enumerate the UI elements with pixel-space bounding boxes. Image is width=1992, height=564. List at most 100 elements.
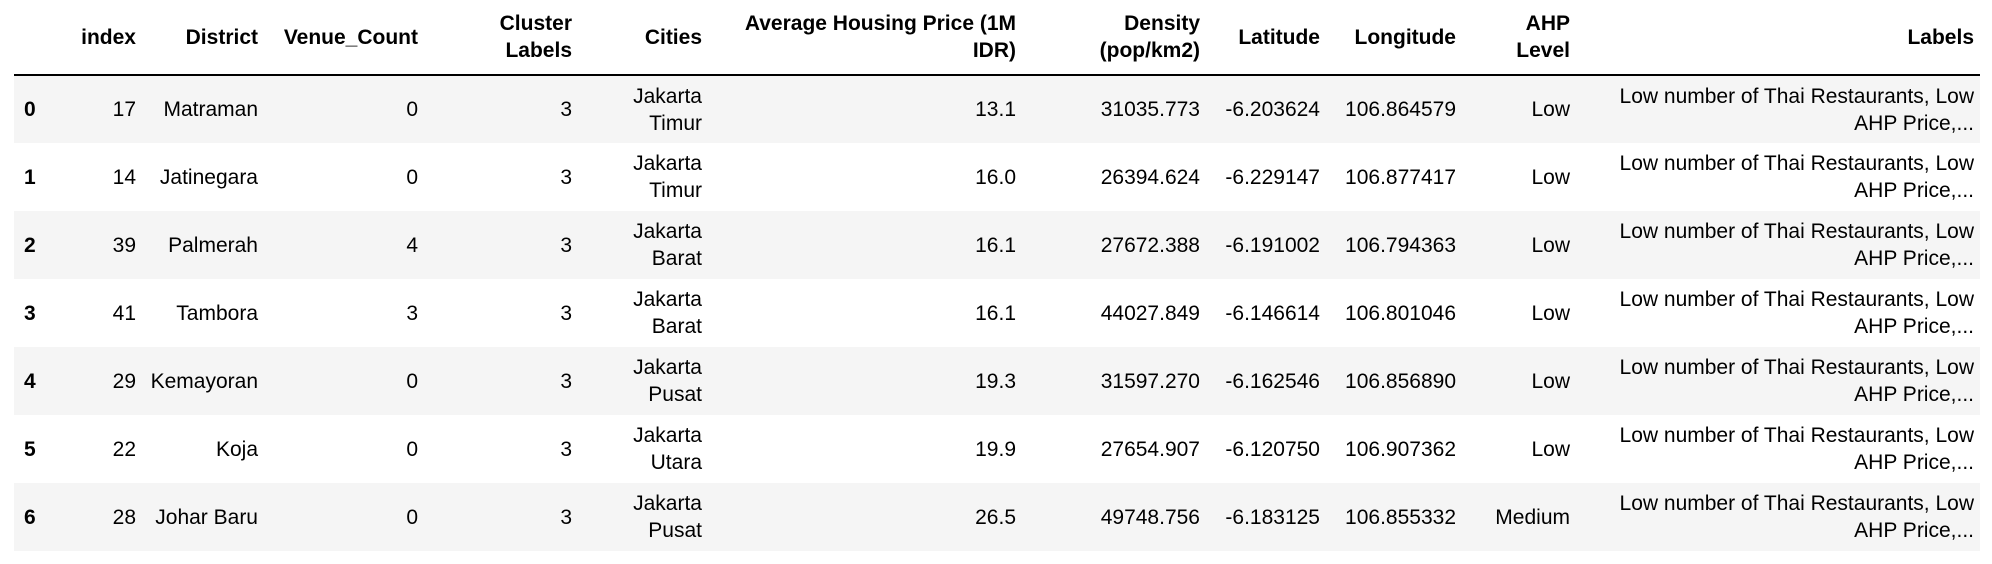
table-row: 5 22 Koja 0 3 Jakarta Utara 19.9 27654.9… bbox=[14, 415, 1980, 483]
cell-longitude: 106.801046 bbox=[1345, 301, 1456, 325]
cell-venue-count: 0 bbox=[406, 437, 418, 461]
cell-ahp-level: Low bbox=[1531, 369, 1570, 393]
cell-district: Tambora bbox=[176, 301, 258, 325]
cell-cluster-labels: 3 bbox=[560, 369, 572, 393]
cell-district: Johar Baru bbox=[155, 505, 258, 529]
cell-ahp-level: Low bbox=[1531, 165, 1570, 189]
cell-labels: Low number of Thai Restaurants, Low AHP … bbox=[1619, 356, 1974, 406]
row-index: 6 bbox=[24, 505, 36, 529]
cell-density: 27672.388 bbox=[1100, 233, 1200, 257]
cell-venue-count: 0 bbox=[406, 98, 418, 121]
cell-cluster-labels: 3 bbox=[560, 165, 572, 189]
cell-labels: Low number of Thai Restaurants, Low AHP … bbox=[1619, 220, 1974, 270]
cell-longitude: 106.856890 bbox=[1345, 369, 1456, 393]
cell-venue-count: 0 bbox=[406, 505, 418, 529]
cell-ahp-level: Medium bbox=[1495, 505, 1570, 529]
row-index: 0 bbox=[24, 98, 36, 121]
cell-venue-count: 0 bbox=[406, 369, 418, 393]
cell-district: Kemayoran bbox=[150, 369, 258, 393]
cell-latitude: -6.183125 bbox=[1225, 505, 1320, 529]
row-index: 2 bbox=[24, 233, 36, 257]
column-header-longitude: Longitude bbox=[1326, 0, 1462, 76]
row-index: 5 bbox=[24, 437, 36, 461]
row-index: 3 bbox=[24, 301, 36, 325]
cell-cities: Jakarta Pusat bbox=[633, 356, 702, 406]
table-row: 4 29 Kemayoran 0 3 Jakarta Pusat 19.3 31… bbox=[14, 347, 1980, 415]
cell-ahp-level: Low bbox=[1531, 301, 1570, 325]
cell-longitude: 106.794363 bbox=[1345, 233, 1456, 257]
column-header-ahp-level: AHP Level bbox=[1462, 0, 1576, 76]
cell-index: 39 bbox=[112, 233, 136, 257]
header-row: index District Venue_Count Cluster Label… bbox=[14, 0, 1980, 76]
cell-average-housing-price: 19.3 bbox=[975, 369, 1016, 393]
cell-district: Koja bbox=[215, 437, 258, 461]
cell-index: 14 bbox=[112, 165, 136, 189]
cell-longitude: 106.877417 bbox=[1345, 165, 1456, 189]
cell-average-housing-price: 16.1 bbox=[975, 301, 1016, 325]
cell-cluster-labels: 3 bbox=[560, 98, 572, 121]
column-header-row-index bbox=[14, 0, 50, 76]
cell-latitude: -6.203624 bbox=[1225, 98, 1320, 121]
column-header-district: District bbox=[142, 0, 264, 76]
cell-cluster-labels: 3 bbox=[560, 505, 572, 529]
table-body: 0 17 Matraman 0 3 Jakarta Timur 13.1 310… bbox=[14, 75, 1980, 551]
cell-longitude: 106.855332 bbox=[1345, 505, 1456, 529]
cell-average-housing-price: 16.0 bbox=[975, 165, 1016, 189]
table-header: index District Venue_Count Cluster Label… bbox=[14, 0, 1980, 76]
cell-cities: Jakarta Pusat bbox=[633, 492, 702, 542]
cell-density: 49748.756 bbox=[1100, 505, 1200, 529]
cell-labels: Low number of Thai Restaurants, Low AHP … bbox=[1619, 288, 1974, 338]
cell-venue-count: 4 bbox=[406, 233, 418, 257]
cell-index: 17 bbox=[112, 98, 136, 121]
cell-average-housing-price: 13.1 bbox=[975, 98, 1016, 121]
cell-latitude: -6.191002 bbox=[1225, 233, 1320, 257]
column-header-index: index bbox=[50, 0, 142, 76]
cell-cities: Jakarta Timur bbox=[633, 152, 702, 202]
table-row: 0 17 Matraman 0 3 Jakarta Timur 13.1 310… bbox=[14, 75, 1980, 143]
column-header-density: Density (pop/km2) bbox=[1022, 0, 1206, 76]
cell-district: Palmerah bbox=[168, 233, 258, 257]
cell-average-housing-price: 16.1 bbox=[975, 233, 1016, 257]
cell-latitude: -6.229147 bbox=[1225, 165, 1320, 189]
table-row: 1 14 Jatinegara 0 3 Jakarta Timur 16.0 2… bbox=[14, 143, 1980, 211]
cell-longitude: 106.864579 bbox=[1345, 98, 1456, 121]
cell-district: Matraman bbox=[163, 98, 258, 121]
column-header-cities: Cities bbox=[578, 0, 708, 76]
column-header-average-housing-price: Average Housing Price (1M IDR) bbox=[708, 0, 1022, 76]
cell-labels: Low number of Thai Restaurants, Low AHP … bbox=[1619, 492, 1974, 542]
cell-latitude: -6.120750 bbox=[1225, 437, 1320, 461]
cell-cluster-labels: 3 bbox=[560, 233, 572, 257]
cell-labels: Low number of Thai Restaurants, Low AHP … bbox=[1619, 152, 1974, 202]
cell-index: 41 bbox=[112, 301, 136, 325]
cell-density: 26394.624 bbox=[1100, 165, 1200, 189]
table-row: 3 41 Tambora 3 3 Jakarta Barat 16.1 4402… bbox=[14, 279, 1980, 347]
cell-cities: Jakarta Barat bbox=[633, 220, 702, 270]
cell-density: 27654.907 bbox=[1100, 437, 1200, 461]
cell-index: 29 bbox=[112, 369, 136, 393]
table-row: 6 28 Johar Baru 0 3 Jakarta Pusat 26.5 4… bbox=[14, 483, 1980, 551]
cell-cities: Jakarta Timur bbox=[633, 84, 702, 135]
cell-ahp-level: Low bbox=[1531, 437, 1570, 461]
cell-density: 44027.849 bbox=[1100, 301, 1200, 325]
cell-average-housing-price: 26.5 bbox=[975, 505, 1016, 529]
cell-index: 28 bbox=[112, 505, 136, 529]
column-header-venue-count: Venue_Count bbox=[264, 0, 424, 76]
cell-cities: Jakarta Utara bbox=[633, 424, 702, 474]
row-index: 4 bbox=[24, 369, 36, 393]
table-row: 2 39 Palmerah 4 3 Jakarta Barat 16.1 276… bbox=[14, 211, 1980, 279]
cell-venue-count: 0 bbox=[406, 165, 418, 189]
row-index: 1 bbox=[24, 165, 36, 189]
cell-latitude: -6.162546 bbox=[1225, 369, 1320, 393]
cell-density: 31597.270 bbox=[1100, 369, 1200, 393]
cell-district: Jatinegara bbox=[159, 165, 258, 189]
cell-labels: Low number of Thai Restaurants, Low AHP … bbox=[1619, 84, 1974, 135]
cell-labels: Low number of Thai Restaurants, Low AHP … bbox=[1619, 424, 1974, 474]
cell-average-housing-price: 19.9 bbox=[975, 437, 1016, 461]
cell-cluster-labels: 3 bbox=[560, 437, 572, 461]
cell-latitude: -6.146614 bbox=[1225, 301, 1320, 325]
column-header-labels: Labels bbox=[1576, 0, 1980, 76]
cell-cities: Jakarta Barat bbox=[633, 288, 702, 338]
cell-longitude: 106.907362 bbox=[1345, 437, 1456, 461]
cell-ahp-level: Low bbox=[1531, 98, 1570, 121]
